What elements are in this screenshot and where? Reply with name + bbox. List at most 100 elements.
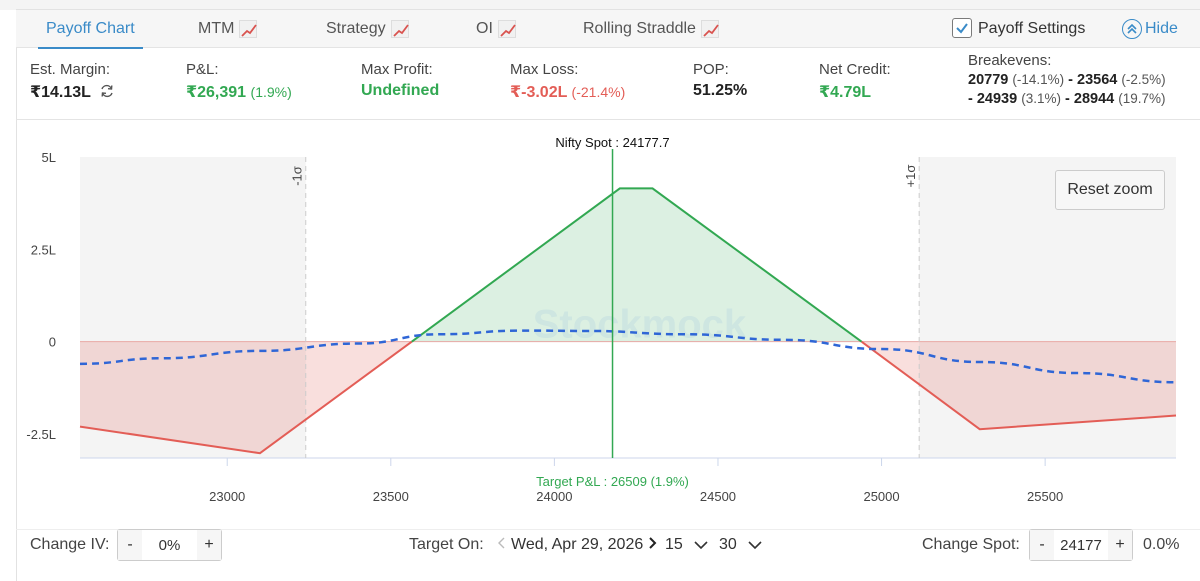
reset-zoom-button[interactable]: Reset zoom <box>1055 170 1165 210</box>
stat-breakevens: Breakevens: 20779 (-14.1%) - 23564 (-2.5… <box>968 52 1200 107</box>
breakevens-line-2: - 24939 (3.1%) - 28944 (19.7%) <box>968 91 1166 107</box>
hide-button[interactable]: Hide <box>1122 10 1178 48</box>
tab-label: Rolling Straddle <box>583 20 696 37</box>
iv-increment-button[interactable]: + <box>197 530 221 560</box>
hide-label: Hide <box>1145 20 1178 37</box>
spot-stepper[interactable]: - 24177 + <box>1029 529 1133 561</box>
tab-payoff-chart[interactable]: Payoff Chart <box>38 10 143 49</box>
stat-value: ₹-3.02L (-21.4%) <box>510 82 625 102</box>
margin-value: ₹14.13L <box>30 84 91 101</box>
spot-value-input[interactable]: 24177 <box>1060 536 1102 554</box>
x-tick-label: 23500 <box>373 489 409 504</box>
stat-net-credit: Net Credit: ₹4.79L <box>819 61 891 102</box>
x-tick-label: 25000 <box>863 489 899 504</box>
trend-chart-icon <box>497 20 516 38</box>
change-spot-label: Change Spot: <box>922 536 1020 553</box>
iv-stepper[interactable]: - 0% + <box>117 529 222 561</box>
check-icon <box>956 23 968 34</box>
x-tick-label: 24500 <box>700 489 736 504</box>
target-date-field[interactable]: Wed, Apr 29, 2026 <box>511 536 644 553</box>
breakeven-pct: (-14.1%) <box>1012 72 1065 87</box>
stat-value: ₹4.79L <box>819 84 872 101</box>
change-iv-label: Change IV: <box>30 536 110 553</box>
spot-increment-button[interactable]: + <box>1108 530 1132 560</box>
y-tick-label: 5L <box>42 150 56 165</box>
watermark-text: Stockmock <box>533 303 747 347</box>
tab-oi[interactable]: OI <box>476 10 516 48</box>
spot-pct: 0.0% <box>1143 536 1180 553</box>
tab-label: Payoff Chart <box>46 20 135 37</box>
y-tick-label: -2.5L <box>26 427 56 442</box>
y-tick-label: 2.5L <box>31 242 56 257</box>
target-on-label: Target On: <box>409 536 484 553</box>
payoff-settings-label[interactable]: Payoff Settings <box>978 10 1085 48</box>
payoff-chart[interactable]: 5L 2.5L 0 -2.5L 23000 23500 24000 24500 25000 255… <box>16 120 1200 530</box>
chevron-up-icon <box>1122 19 1142 39</box>
loss-area <box>80 341 412 454</box>
iv-decrement-button[interactable]: - <box>118 530 142 560</box>
tab-strategy[interactable]: Strategy <box>326 10 409 48</box>
profit-area <box>411 188 862 342</box>
chevron-down-icon <box>694 541 708 550</box>
breakeven-value: 20779 <box>968 72 1009 88</box>
breakeven-value: 24939 <box>976 91 1018 107</box>
panel-frame <box>16 9 1200 581</box>
stat-value: 51.25% <box>693 82 748 99</box>
tab-bar: Payoff Chart MTM Strategy OI Rolling Str… <box>16 10 1200 49</box>
x-tick-label: 24000 <box>536 489 572 504</box>
reset-zoom-label: Reset zoom <box>1067 181 1153 198</box>
sigma-shade-left <box>80 157 306 458</box>
breakeven-value: 23564 <box>1077 72 1118 88</box>
chevron-left-icon <box>498 537 505 549</box>
breakeven-pct: (-2.5%) <box>1121 72 1166 87</box>
breakeven-pct: (19.7%) <box>1118 91 1166 106</box>
settings-text: Payoff Settings <box>978 20 1086 37</box>
spot-decrement-button[interactable]: - <box>1030 530 1054 560</box>
bottom-controls: Change IV: - 0% + Target On: Wed, Apr 29… <box>16 527 1200 581</box>
tab-label: Strategy <box>326 20 386 37</box>
stat-label: Max Profit: <box>361 61 433 78</box>
stat-max-profit: Max Profit: Undefined <box>361 61 439 100</box>
x-tick-label: 25500 <box>1027 489 1063 504</box>
tab-label: OI <box>476 20 493 37</box>
tab-rolling-straddle[interactable]: Rolling Straddle <box>583 10 719 48</box>
trend-chart-icon <box>700 20 719 38</box>
spot-label: Nifty Spot : 24177.7 <box>555 135 669 150</box>
stat-value: ₹26,391 (1.9%) <box>186 82 292 102</box>
tab-label: MTM <box>198 20 235 37</box>
x-tick-label: 23000 <box>209 489 245 504</box>
stat-label: P&L: <box>186 61 219 78</box>
expiry-payoff-line <box>860 340 1177 431</box>
next-date-button[interactable] <box>648 536 658 550</box>
prev-date-button[interactable] <box>496 536 506 550</box>
max-loss-value: ₹-3.02L <box>510 84 568 101</box>
top-strip <box>0 0 1200 10</box>
target-pnl-label: Target P&L : 26509 (1.9%) <box>536 474 689 489</box>
pnl-pct: (1.9%) <box>250 84 292 100</box>
stat-max-loss: Max Loss: ₹-3.02L (-21.4%) <box>510 61 625 102</box>
stats-bar: Est. Margin: ₹14.13L P&L: ₹26,391 (1.9%)… <box>16 48 1200 120</box>
stat-pnl: P&L: ₹26,391 (1.9%) <box>186 61 292 102</box>
hour-value: 15 <box>665 536 683 553</box>
stat-label: POP: <box>693 61 729 78</box>
breakevens-line-1: 20779 (-14.1%) - 23564 (-2.5%) <box>968 72 1166 88</box>
trend-chart-icon <box>239 20 258 38</box>
hour-select[interactable]: 15 <box>665 536 709 554</box>
pnl-value: ₹26,391 <box>186 84 247 101</box>
target-payoff-line <box>79 329 1177 384</box>
y-tick-label: 0 <box>49 335 56 350</box>
breakeven-pct: (3.1%) <box>1021 91 1061 106</box>
iv-value-input[interactable]: 0% <box>158 536 181 554</box>
refresh-icon[interactable] <box>99 84 115 98</box>
stat-margin: Est. Margin: ₹14.13L <box>30 61 115 102</box>
payoff-settings-checkbox[interactable] <box>952 18 972 38</box>
trend-chart-icon <box>390 20 409 38</box>
minute-select[interactable]: 30 <box>719 536 763 554</box>
chevron-right-icon <box>649 537 657 549</box>
payoff-chart-svg[interactable]: 5L 2.5L 0 -2.5L 23000 23500 24000 24500 25000 255… <box>16 120 1200 530</box>
expiry-payoff-line <box>79 340 413 455</box>
tab-mtm[interactable]: MTM <box>198 10 258 48</box>
max-loss-pct: (-21.4%) <box>571 84 626 100</box>
stat-label: Max Loss: <box>510 61 579 78</box>
minus-sigma-label: -1σ <box>290 166 305 186</box>
